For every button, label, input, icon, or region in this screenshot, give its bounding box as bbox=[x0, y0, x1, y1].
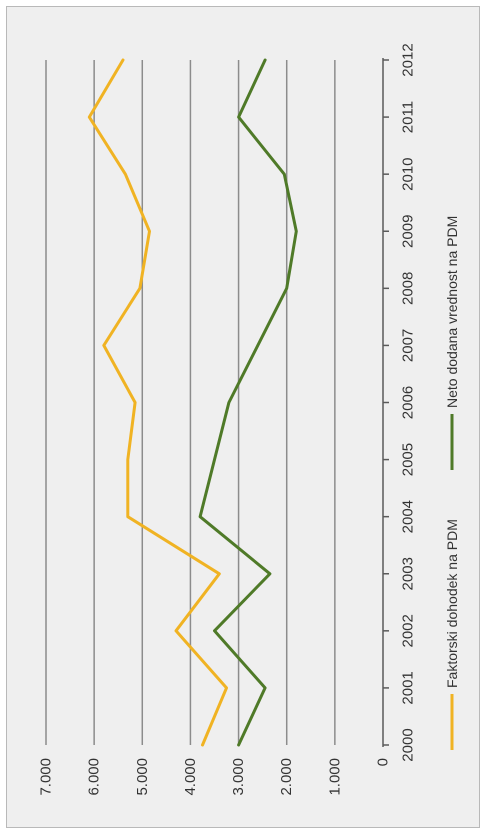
legend-label-1: Faktorski dohodek na PDM bbox=[444, 519, 460, 688]
x-tick-label: 2006 bbox=[400, 386, 417, 419]
gridlines bbox=[45, 60, 336, 745]
y-tick-label: 2.000 bbox=[278, 758, 295, 796]
y-axis-tick-labels: 0 1.000 2.000 3.000 4.000 5.000 6.000 7.000 bbox=[38, 758, 392, 796]
chart-panel bbox=[6, 6, 480, 828]
x-tick-label: 2009 bbox=[400, 215, 417, 248]
series-lines bbox=[87, 58, 298, 747]
x-tick-label: 2002 bbox=[400, 614, 417, 647]
legend-label-2: Neto dodana vrednost na PDM bbox=[444, 216, 460, 408]
x-tick-label: 2005 bbox=[400, 443, 417, 476]
legend: Faktorski dohodek na PDM Neto dodana vred… bbox=[444, 216, 460, 750]
x-tick-label: 2004 bbox=[400, 500, 417, 533]
y-tick-label: 1.000 bbox=[326, 758, 343, 796]
x-tick-label: 2011 bbox=[400, 101, 417, 133]
y-tick-label: 6.000 bbox=[86, 758, 103, 796]
y-tick-label: 3.000 bbox=[230, 758, 247, 796]
x-tick-label: 2001 bbox=[400, 671, 417, 704]
x-tick-label: 2010 bbox=[400, 157, 417, 190]
series-line-2 bbox=[198, 58, 298, 747]
y-tick-label: 0 bbox=[375, 758, 392, 766]
x-tick-label: 2000 bbox=[400, 728, 417, 761]
y-tick-label: 4.000 bbox=[182, 758, 199, 796]
y-tick-label: 5.000 bbox=[134, 758, 151, 796]
x-axis-tick-labels: 2000 2001 2002 2003 2004 2005 2006 2007 2008 2009… bbox=[400, 43, 417, 761]
x-tick-label: 2008 bbox=[400, 272, 417, 305]
series-line-1 bbox=[87, 58, 228, 747]
x-tick-label: 2007 bbox=[400, 329, 417, 362]
x-tick-label: 2012 bbox=[400, 43, 417, 76]
y-tick-label: 7.000 bbox=[38, 758, 55, 796]
x-axis bbox=[382, 58, 389, 747]
x-tick-label: 2003 bbox=[400, 557, 417, 590]
